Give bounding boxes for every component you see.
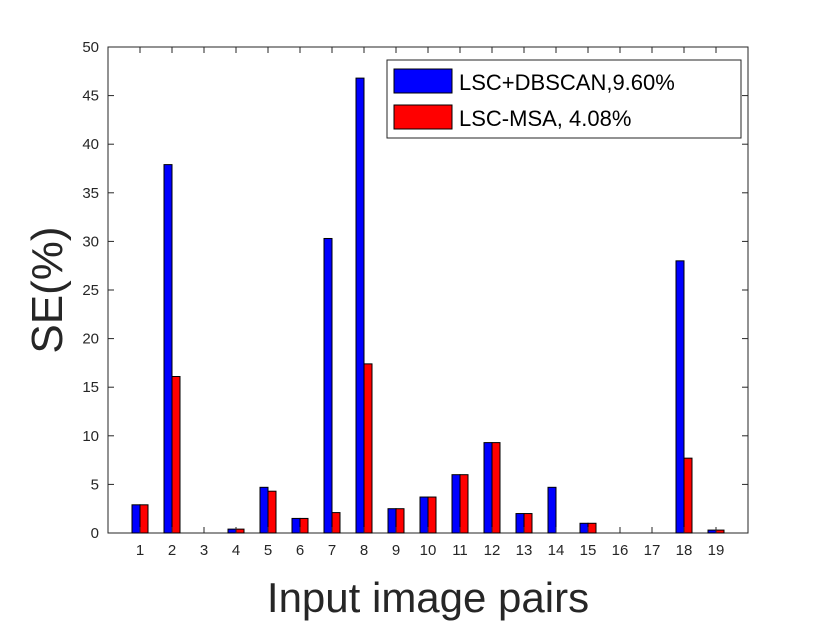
y-tick-label: 20 <box>82 331 99 348</box>
x-tick-label: 16 <box>612 542 629 559</box>
bars-layer <box>131 77 725 534</box>
bar-lsc-dbscan-1 <box>131 504 141 534</box>
bar-lsc-msa-1 <box>139 504 149 534</box>
x-tick-label: 19 <box>708 542 725 559</box>
x-tick-label: 3 <box>200 542 208 559</box>
x-tick-label: 13 <box>516 542 533 559</box>
y-tick-label: 30 <box>82 233 99 250</box>
x-tick-label: 15 <box>580 542 597 559</box>
legend-swatch-lsc-dbscan <box>393 68 453 94</box>
bar-lsc-msa-7 <box>331 512 341 534</box>
bar-lsc-dbscan-9 <box>387 508 397 534</box>
x-tick-label: 9 <box>392 542 400 559</box>
bar-lsc-msa-15 <box>587 522 597 534</box>
y-axis-label: SE(%) <box>23 226 72 353</box>
bar-lsc-dbscan-19 <box>707 529 717 534</box>
bar-lsc-msa-11 <box>459 474 469 534</box>
bar-lsc-msa-13 <box>523 513 533 534</box>
x-tick-label: 12 <box>484 542 501 559</box>
legend-label-lsc-msa: LSC-MSA, 4.08% <box>459 106 631 131</box>
x-tick-label: 4 <box>232 542 240 559</box>
bar-lsc-dbscan-13 <box>515 513 525 534</box>
x-tick-label: 7 <box>328 542 336 559</box>
x-tick-label: 18 <box>676 542 693 559</box>
y-tick-label: 40 <box>82 136 99 153</box>
bar-lsc-msa-12 <box>491 442 501 534</box>
bar-lsc-dbscan-11 <box>451 474 461 534</box>
bar-lsc-dbscan-12 <box>483 442 493 534</box>
bar-lsc-dbscan-4 <box>227 528 237 534</box>
y-tick-label: 45 <box>82 88 99 105</box>
bar-lsc-msa-4 <box>235 528 245 534</box>
legend-swatch-lsc-msa <box>393 104 453 130</box>
bar-lsc-dbscan-8 <box>355 77 365 534</box>
x-axis-label: Input image pairs <box>267 574 589 621</box>
x-tick-label: 8 <box>360 542 368 559</box>
bar-lsc-dbscan-6 <box>291 517 301 534</box>
x-tick-label: 10 <box>420 542 437 559</box>
bar-lsc-dbscan-2 <box>163 164 173 534</box>
bar-lsc-msa-18 <box>683 457 693 534</box>
x-tick-label: 2 <box>168 542 176 559</box>
y-tick-label: 10 <box>82 428 99 445</box>
bar-lsc-msa-5 <box>267 490 277 534</box>
bar-lsc-dbscan-14 <box>547 486 557 534</box>
y-tick-label: 0 <box>91 525 99 542</box>
bar-lsc-msa-9 <box>395 508 405 534</box>
bar-lsc-dbscan-18 <box>675 260 685 534</box>
ticks-layer: 1 2 3 4 5 6 7 8 9 10 11 12 13 14 15 16 17 18 1905101520253… <box>82 39 748 559</box>
x-tick-label: 1 <box>136 542 144 559</box>
x-tick-label: 11 <box>452 542 468 559</box>
bar-lsc-msa-8 <box>363 363 373 534</box>
bar-lsc-dbscan-15 <box>579 522 589 534</box>
bar-lsc-dbscan-7 <box>323 237 333 534</box>
x-tick-label: 17 <box>644 542 661 559</box>
bar-lsc-dbscan-5 <box>259 486 269 534</box>
bar-lsc-dbscan-10 <box>419 496 429 534</box>
y-tick-label: 35 <box>82 185 99 202</box>
legend-label-lsc-dbscan: LSC+DBSCAN,9.60% <box>459 70 675 95</box>
x-tick-label: 6 <box>296 542 304 559</box>
legend: LSC+DBSCAN,9.60% LSC-MSA, 4.08% <box>386 59 742 139</box>
y-tick-label: 15 <box>82 379 99 396</box>
x-tick-label: 5 <box>264 542 272 559</box>
y-tick-label: 5 <box>91 476 99 493</box>
bar-lsc-msa-19 <box>715 529 725 534</box>
y-tick-label: 50 <box>82 39 99 56</box>
y-tick-label: 25 <box>82 282 99 299</box>
bar-lsc-msa-2 <box>171 376 181 534</box>
x-tick-label: 14 <box>548 542 565 559</box>
bar-lsc-msa-6 <box>299 517 309 534</box>
bar-lsc-msa-10 <box>427 496 437 534</box>
